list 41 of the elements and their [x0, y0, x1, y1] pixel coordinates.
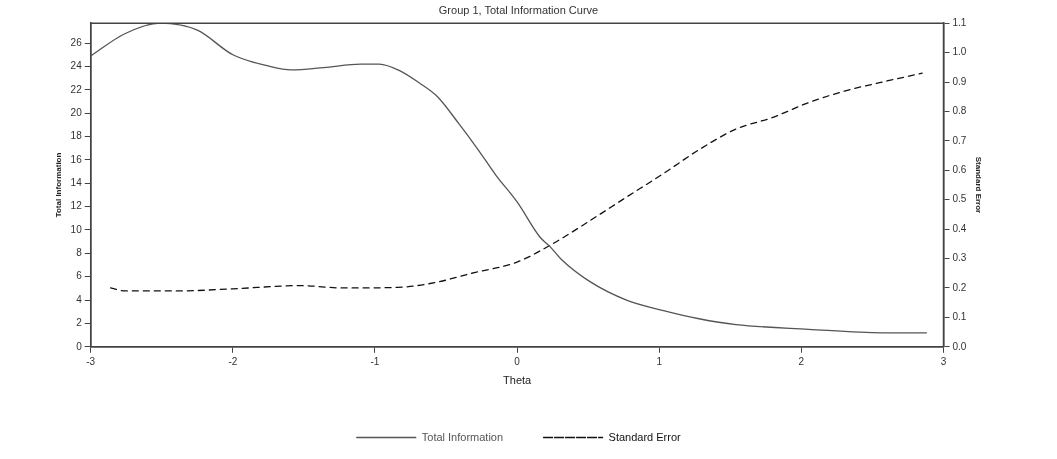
- y-tick-label: 26: [70, 36, 83, 48]
- y2-tick-label: 0.5: [952, 193, 967, 205]
- y-tick-label: 24: [70, 60, 83, 72]
- y2-tick-label: 1.0: [952, 46, 967, 58]
- y2-tick-label: 0.3: [952, 252, 967, 264]
- y2-tick-label: 0.7: [952, 134, 967, 146]
- y-tick-label: 20: [70, 106, 83, 118]
- y2-tick-label: 0.6: [952, 164, 967, 176]
- x-tick-label: -2: [228, 355, 238, 367]
- y-tick-label: 22: [70, 83, 83, 95]
- x-tick-label: 0: [514, 355, 521, 367]
- y2-tick-label: 0.9: [952, 75, 967, 87]
- y2-tick-label: 0.2: [952, 281, 967, 293]
- text: Standard Error: [608, 430, 682, 443]
- y2-axis-title: Standard Error: [974, 156, 983, 214]
- y-tick-label: 18: [70, 130, 83, 142]
- y-tick-label: 6: [76, 270, 83, 282]
- y2-tick-label: 0.4: [952, 222, 967, 234]
- text: Total Information: [421, 430, 504, 443]
- y-tick-label: 12: [70, 200, 83, 212]
- y-tick-label: 4: [76, 293, 83, 305]
- y-tick-label: 0: [76, 340, 83, 352]
- x-axis-title: Theta: [503, 374, 533, 387]
- x-tick-label: 1: [656, 355, 663, 367]
- y-tick-label: 16: [70, 153, 83, 165]
- y2-tick-label: 0.8: [952, 105, 967, 117]
- x-tick-label: -1: [370, 355, 380, 367]
- y-axis-title: Total Information: [54, 152, 63, 218]
- x-tick-label: 2: [798, 355, 805, 367]
- y-tick-label: 14: [70, 177, 83, 188]
- x-tick-label: -3: [86, 355, 96, 367]
- y2-tick-label: 0.0: [952, 340, 967, 352]
- x-tick-label: 3: [940, 355, 947, 367]
- y-tick-label: 8: [76, 247, 83, 259]
- line-series: [109, 72, 923, 292]
- y2-tick-label: 1.1: [952, 16, 967, 28]
- line-series: [90, 23, 928, 334]
- y-tick-label: 10: [70, 223, 83, 235]
- y-tick-label: 2: [76, 317, 83, 329]
- chart-title: Group 1, Total Information Curve: [438, 3, 599, 16]
- y2-tick-label: 0.1: [952, 311, 967, 323]
